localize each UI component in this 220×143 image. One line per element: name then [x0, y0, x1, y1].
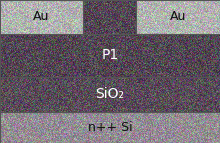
- Text: SiO₂: SiO₂: [95, 88, 125, 102]
- Text: P1: P1: [101, 48, 119, 62]
- Text: Au: Au: [33, 10, 50, 23]
- Text: n++ Si: n++ Si: [88, 121, 132, 134]
- Text: Au: Au: [170, 10, 186, 23]
